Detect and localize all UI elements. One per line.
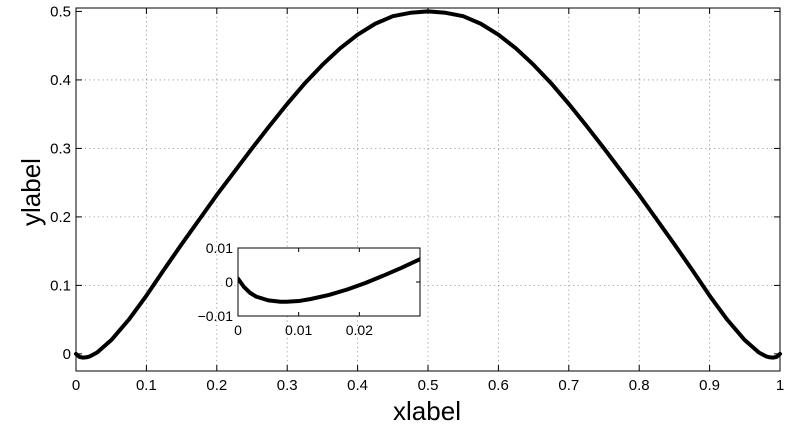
x-tick-label: 0.01 — [285, 322, 312, 338]
series-line — [74, 9, 782, 360]
x-tick-label: 0.2 — [206, 377, 227, 394]
x-tick-label: 0.8 — [629, 377, 650, 394]
x-tick-label: 0.4 — [347, 377, 368, 394]
x-tick-label: 0.9 — [699, 377, 720, 394]
main-series — [74, 9, 782, 360]
inset-series — [238, 257, 420, 304]
main-plot: 0 0.1 0.2 0.3 0.4 0.5 0.6 0.7 0.8 0.9 1 0 0.1 0.2 0.3 0… — [50, 3, 784, 394]
y-tick-label: 0.4 — [50, 72, 71, 89]
series-line — [238, 257, 420, 304]
x-tick-label: 0 — [72, 377, 80, 394]
x-tick-label: 0.6 — [488, 377, 509, 394]
y-tick-label: 0.5 — [50, 3, 71, 20]
inset-plot-frame — [237, 247, 421, 317]
main-plot-frame — [75, 7, 781, 372]
x-tick-label: 1 — [776, 377, 784, 394]
inset-background — [238, 248, 420, 316]
y-tick-label: 0.1 — [50, 277, 71, 294]
y-tick-label: −0.01 — [198, 308, 234, 324]
x-tick-label: 0.7 — [558, 377, 579, 394]
x-tick-label: 0 — [234, 322, 242, 338]
y-tick-label: 0.3 — [50, 140, 71, 157]
x-tick-label: 0.02 — [346, 322, 373, 338]
main-tick-labels: 0 0.1 0.2 0.3 0.4 0.5 0.6 0.7 0.8 0.9 1 0 0.1 0.2 0.3 0… — [50, 3, 784, 394]
y-tick-label: 0.2 — [50, 209, 71, 226]
main-grid — [76, 8, 780, 371]
y-tick-label: 0 — [63, 346, 71, 363]
y-tick-label: 0 — [225, 274, 233, 290]
y-tick-label: 0.01 — [206, 240, 233, 256]
x-tick-label: 0.5 — [418, 377, 439, 394]
y-axis-title: ylabel — [16, 158, 46, 226]
x-tick-label: 0.1 — [136, 377, 157, 394]
x-tick-label: 0.3 — [277, 377, 298, 394]
x-axis-title: xlabel — [393, 396, 461, 426]
